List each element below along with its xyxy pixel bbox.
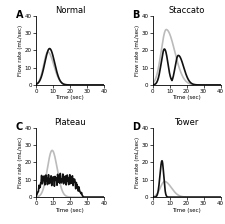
X-axis label: Time (sec): Time (sec) [172,95,201,101]
Y-axis label: Flow rate (mL/sec): Flow rate (mL/sec) [135,25,140,76]
X-axis label: Time (sec): Time (sec) [56,95,84,101]
Text: D: D [132,122,140,132]
X-axis label: Time (sec): Time (sec) [56,208,84,213]
Title: Tower: Tower [174,118,199,127]
Text: B: B [132,10,140,20]
Y-axis label: Flow rate (mL/sec): Flow rate (mL/sec) [18,137,23,188]
Y-axis label: Flow rate (mL/sec): Flow rate (mL/sec) [18,25,23,76]
Title: Staccato: Staccato [168,6,205,15]
Text: A: A [16,10,23,20]
Text: C: C [16,122,23,132]
Title: Normal: Normal [55,6,85,15]
Y-axis label: Flow rate (mL/sec): Flow rate (mL/sec) [135,137,140,188]
Title: Plateau: Plateau [54,118,86,127]
X-axis label: Time (sec): Time (sec) [172,208,201,213]
